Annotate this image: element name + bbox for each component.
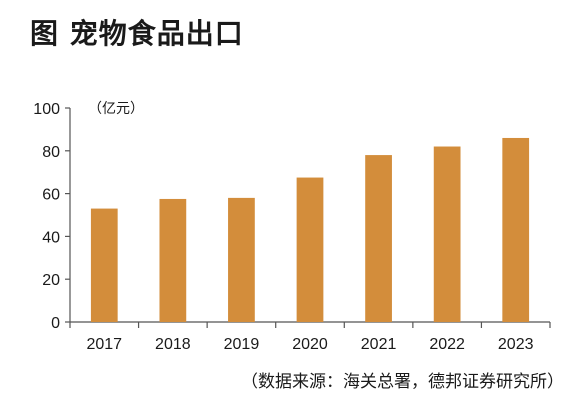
bar-2018 — [159, 198, 187, 322]
y-tick-label: 20 — [42, 272, 60, 289]
bar-2017 — [90, 208, 118, 322]
y-tick-label: 100 — [33, 101, 60, 118]
y-unit-label: （亿元） — [88, 101, 144, 117]
x-tick-label: 2022 — [429, 336, 465, 353]
y-tick-label: 80 — [42, 144, 60, 161]
x-tick-label: 2018 — [155, 336, 191, 353]
bar-2021 — [365, 155, 392, 322]
bar-2020 — [296, 177, 324, 322]
x-tick-label: 2019 — [224, 336, 260, 353]
y-tick-label: 40 — [42, 229, 60, 246]
x-tick-label: 2021 — [361, 336, 397, 353]
x-tick-label: 2017 — [86, 336, 122, 353]
bar-2019 — [228, 197, 255, 322]
source-note: （数据来源：海关总署，德邦证券研究所） — [241, 372, 564, 392]
chart-title: 图 宠物食品出口 — [30, 17, 244, 50]
bar-2022 — [433, 146, 461, 322]
y-tick-label: 60 — [42, 187, 60, 204]
x-axis: 2017 2018 2019 2020 2021 2022 2023 — [69, 321, 551, 353]
x-tick-label: 2020 — [292, 336, 328, 353]
y-tick-label: 0 — [51, 315, 60, 332]
bar-2023 — [502, 137, 530, 322]
y-axis: 0 20 40 60 80 100 — [33, 101, 71, 332]
x-tick-label: 2023 — [498, 336, 534, 353]
bars — [90, 137, 530, 322]
